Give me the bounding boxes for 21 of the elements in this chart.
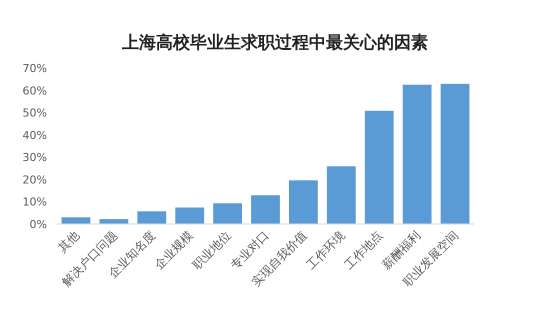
bar [440,84,470,224]
y-tick-label: 30% [22,151,47,164]
bar [251,195,280,224]
y-tick-label: 70% [22,62,47,75]
bar [62,217,90,224]
bar [326,166,356,224]
x-tick-label: 其他 [55,228,82,256]
bar [289,180,318,224]
bar [175,208,204,224]
bar [402,84,432,224]
y-tick-label: 0% [30,218,47,231]
y-tick-label: 20% [22,173,47,186]
bar [364,110,394,224]
y-tick-label: 40% [22,128,47,142]
y-tick-label: 10% [22,196,47,209]
bar [213,203,242,224]
bar [99,219,128,224]
chart-title: 上海高校毕业生求职过程中最关心的因素 [121,33,428,53]
y-tick-label: 60% [22,84,47,98]
bar [137,211,166,224]
y-tick-label: 50% [22,106,47,120]
